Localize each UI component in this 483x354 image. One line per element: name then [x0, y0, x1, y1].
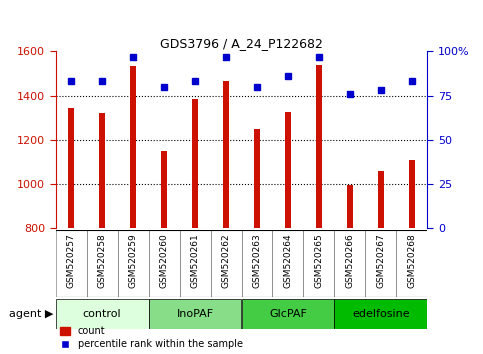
Text: GSM520268: GSM520268	[408, 234, 416, 288]
Bar	[117, 230, 149, 297]
Legend: count, percentile rank within the sample: count, percentile rank within the sample	[60, 326, 243, 349]
Bar	[223, 81, 229, 228]
Text: GSM520260: GSM520260	[159, 234, 169, 288]
Text: GSM520259: GSM520259	[128, 234, 138, 288]
Bar	[56, 299, 149, 329]
Text: GlcPAF: GlcPAF	[269, 309, 307, 319]
Bar	[366, 230, 397, 297]
Bar	[130, 66, 136, 228]
Bar	[397, 230, 427, 297]
Title: GDS3796 / A_24_P122682: GDS3796 / A_24_P122682	[160, 37, 323, 50]
Bar	[272, 230, 303, 297]
Text: GSM520262: GSM520262	[222, 234, 230, 288]
Text: GSM520263: GSM520263	[253, 234, 261, 288]
Bar	[242, 299, 334, 329]
Bar	[56, 230, 86, 297]
Bar	[149, 299, 242, 329]
Bar	[285, 112, 291, 228]
Text: GSM520261: GSM520261	[190, 234, 199, 288]
Bar	[149, 230, 180, 297]
Bar	[347, 184, 353, 228]
Text: GSM520258: GSM520258	[98, 234, 107, 288]
Text: GSM520265: GSM520265	[314, 234, 324, 288]
Bar	[86, 230, 117, 297]
Bar	[68, 108, 74, 228]
Bar	[334, 230, 366, 297]
Text: edelfosine: edelfosine	[352, 309, 410, 319]
Text: control: control	[83, 309, 121, 319]
Bar	[378, 171, 384, 228]
Bar	[99, 113, 105, 228]
Bar	[254, 129, 260, 228]
Text: GSM520266: GSM520266	[345, 234, 355, 288]
Text: agent ▶: agent ▶	[9, 309, 53, 319]
Bar	[180, 230, 211, 297]
Bar	[316, 65, 322, 228]
Text: InoPAF: InoPAF	[176, 309, 213, 319]
Bar	[303, 230, 334, 297]
Text: GSM520267: GSM520267	[376, 234, 385, 288]
Bar	[242, 230, 272, 297]
Bar	[409, 160, 415, 228]
Bar	[211, 230, 242, 297]
Bar	[334, 299, 427, 329]
Text: GSM520257: GSM520257	[67, 234, 75, 288]
Bar	[161, 152, 167, 228]
Bar	[192, 99, 198, 228]
Text: GSM520264: GSM520264	[284, 234, 293, 288]
